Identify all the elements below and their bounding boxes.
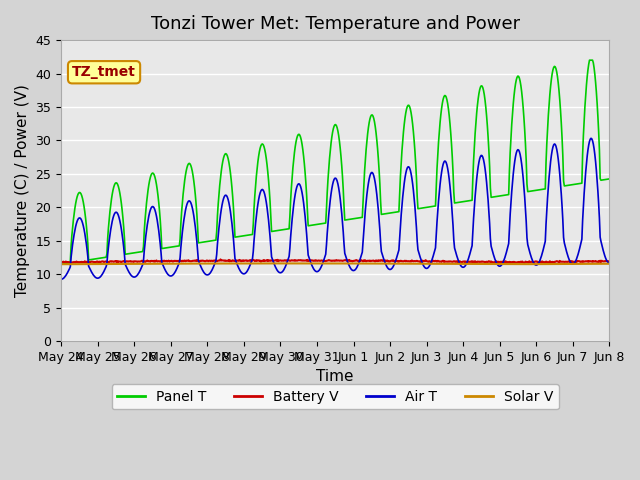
Solar V [286, 261, 294, 266]
Air T [418, 259, 426, 264]
Line: Battery V: Battery V [61, 259, 609, 263]
Solar V [124, 261, 131, 267]
Battery V [208, 258, 216, 264]
Battery V [67, 260, 75, 265]
Solar V [605, 261, 613, 266]
Air T [587, 135, 595, 141]
Air T [124, 266, 131, 272]
Solar V [419, 261, 426, 266]
Panel T [402, 110, 410, 116]
Solar V [58, 261, 65, 267]
Battery V [419, 258, 426, 264]
Solar V [208, 261, 216, 266]
Panel T [67, 243, 75, 249]
Solar V [403, 261, 410, 266]
Battery V [403, 258, 410, 264]
Air T [402, 170, 410, 176]
Solar V [67, 261, 75, 267]
Panel T [208, 238, 216, 244]
Title: Tonzi Tower Met: Temperature and Power: Tonzi Tower Met: Temperature and Power [150, 15, 520, 33]
Panel T [418, 205, 426, 211]
Battery V [179, 258, 187, 264]
Panel T [179, 191, 187, 197]
Panel T [586, 57, 594, 63]
Battery V [124, 259, 131, 264]
Air T [605, 260, 613, 266]
Text: TZ_tmet: TZ_tmet [72, 65, 136, 79]
Line: Air T: Air T [61, 138, 609, 279]
Battery V [496, 260, 504, 265]
Legend: Panel T, Battery V, Air T, Solar V: Panel T, Battery V, Air T, Solar V [111, 384, 559, 409]
Air T [208, 267, 216, 273]
Air T [58, 276, 65, 282]
Battery V [217, 256, 225, 262]
Line: Panel T: Panel T [61, 60, 609, 264]
Air T [179, 223, 187, 228]
Battery V [605, 258, 613, 264]
Panel T [124, 251, 131, 257]
Battery V [58, 259, 65, 265]
Panel T [58, 261, 65, 267]
X-axis label: Time: Time [317, 370, 354, 384]
Air T [67, 254, 75, 260]
Solar V [179, 261, 187, 266]
Y-axis label: Temperature (C) / Power (V): Temperature (C) / Power (V) [15, 84, 30, 297]
Panel T [605, 176, 613, 182]
